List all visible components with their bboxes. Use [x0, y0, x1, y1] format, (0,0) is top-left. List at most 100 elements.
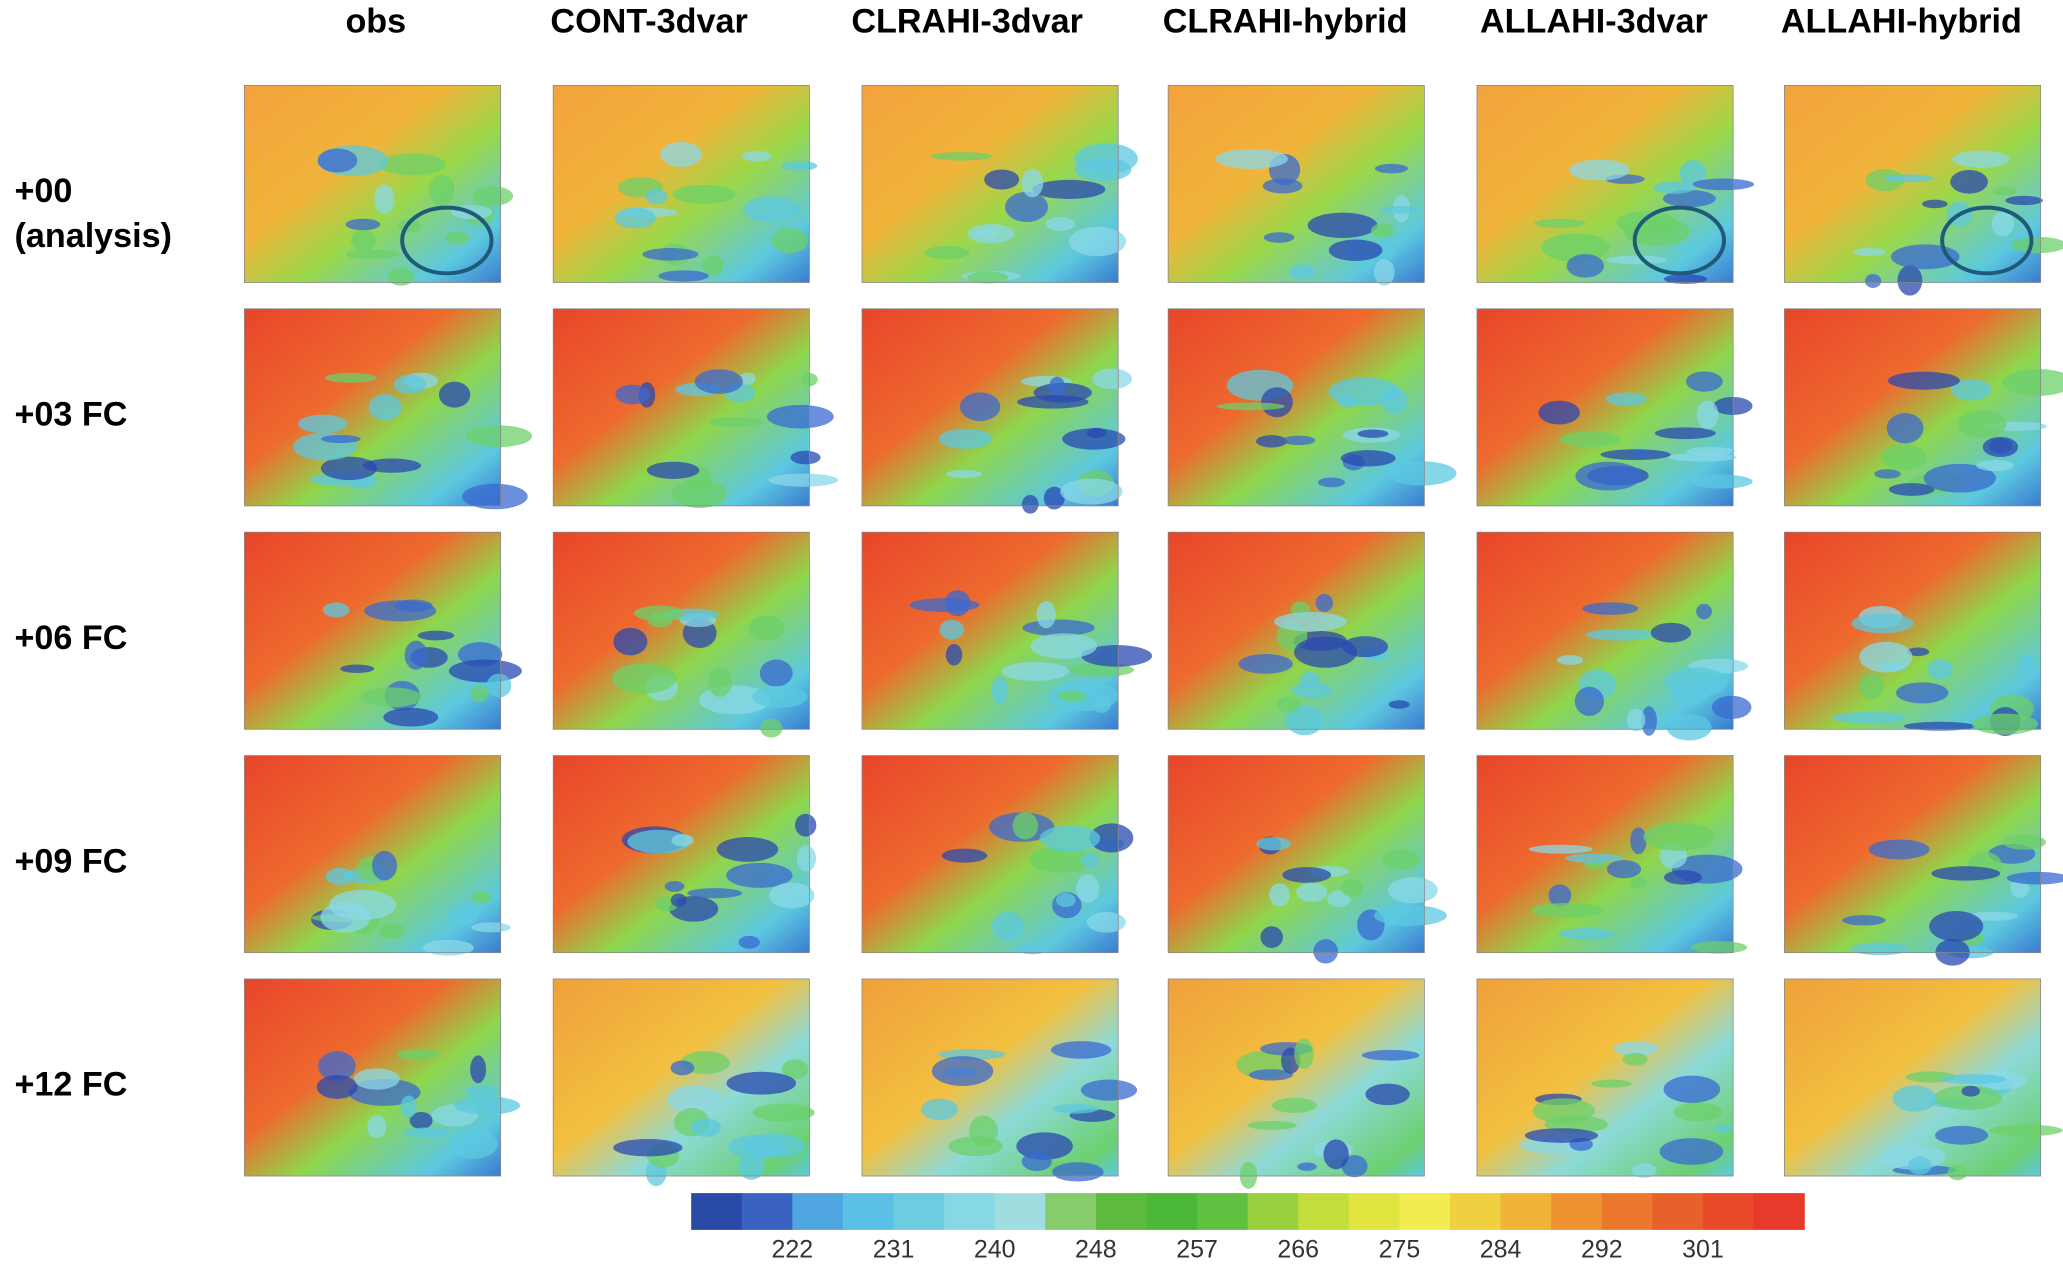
- map-panel: [244, 756, 510, 956]
- cloud: [1388, 461, 1457, 485]
- cloud: [1239, 654, 1293, 674]
- cloud: [454, 1096, 520, 1114]
- cloud: [318, 149, 358, 173]
- cloud: [367, 1115, 386, 1138]
- cloud: [973, 230, 997, 239]
- cloud: [1896, 682, 1948, 703]
- cloud: [760, 719, 782, 738]
- colorbar-swatch: [792, 1193, 843, 1230]
- cloud: [1674, 1102, 1723, 1121]
- cloud: [615, 385, 650, 405]
- cloud: [1357, 430, 1388, 438]
- cloud: [2005, 196, 2043, 205]
- cloud: [1696, 604, 1712, 619]
- cloud: [1686, 371, 1723, 391]
- cloud: [1289, 264, 1316, 279]
- cloud: [1381, 206, 1419, 214]
- cloud: [1950, 170, 1988, 194]
- map-panel: [862, 979, 1137, 1182]
- cloud: [1983, 437, 2018, 457]
- cloud: [418, 631, 455, 641]
- cloud: [320, 902, 370, 933]
- cloud: [743, 196, 799, 222]
- cloud: [942, 849, 987, 863]
- map-panel: [244, 85, 513, 285]
- cloud: [1888, 372, 1960, 390]
- cloud: [945, 590, 971, 616]
- cloud: [1591, 1080, 1632, 1088]
- cloud: [1606, 255, 1667, 264]
- cloud: [1388, 877, 1438, 903]
- cloud: [388, 268, 415, 286]
- colorbar-swatch: [1602, 1193, 1653, 1230]
- cloud: [1058, 691, 1086, 702]
- colorbar-swatch: [1399, 1193, 1450, 1230]
- cloud: [1575, 687, 1604, 716]
- cloud: [1525, 1128, 1598, 1143]
- cloud: [1256, 837, 1291, 850]
- cloud: [1081, 1080, 1137, 1101]
- cloud: [369, 394, 402, 421]
- cloud: [1022, 1152, 1052, 1171]
- cloud: [992, 912, 1024, 941]
- cloud: [1567, 254, 1604, 278]
- cloud: [695, 369, 743, 394]
- cloud: [1092, 368, 1132, 389]
- cloud: [1062, 428, 1125, 449]
- map-panel: [553, 756, 816, 953]
- row-label: +03 FC: [14, 396, 127, 434]
- cloud: [613, 628, 647, 655]
- cloud: [1670, 682, 1708, 706]
- cloud: [1216, 149, 1288, 169]
- cloud: [379, 923, 405, 939]
- cloud: [1691, 941, 1747, 954]
- colorbar-tick-label: 284: [1480, 1236, 1522, 1264]
- cloud: [1371, 223, 1395, 237]
- cloud: [727, 1072, 797, 1095]
- colorbar-swatch: [1754, 1193, 1805, 1230]
- cloud: [345, 250, 399, 260]
- column-header: CLRAHI-3dvar: [851, 3, 1083, 41]
- map-panel: [553, 532, 809, 737]
- cloud: [466, 1085, 496, 1099]
- cloud: [1056, 893, 1076, 907]
- map-panel: [862, 309, 1132, 514]
- cloud: [346, 219, 381, 231]
- colorbar-tick-label: 266: [1277, 1236, 1319, 1264]
- cloud: [1342, 636, 1388, 657]
- cloud: [1557, 655, 1583, 665]
- cloud: [925, 246, 969, 260]
- cloud: [1002, 662, 1069, 681]
- cloud: [2018, 654, 2034, 681]
- colorbar-swatch: [1197, 1193, 1248, 1230]
- colorbar-swatch: [742, 1193, 793, 1230]
- cloud: [1069, 227, 1127, 257]
- cloud: [1976, 460, 2014, 471]
- cloud: [1929, 911, 1983, 942]
- cloud: [1881, 444, 1927, 470]
- cloud: [1617, 211, 1677, 234]
- cloud: [1832, 712, 1905, 724]
- cloud: [1256, 435, 1287, 447]
- cloud: [717, 837, 778, 862]
- cloud: [1382, 388, 1408, 414]
- row-label: +06 FC: [14, 619, 127, 657]
- row-label: +12 FC: [14, 1066, 127, 1104]
- cloud: [394, 600, 432, 612]
- colorbar-swatch: [1045, 1193, 1096, 1230]
- cloud: [1017, 395, 1088, 408]
- map-panel: [1784, 979, 2062, 1180]
- cloud: [1374, 259, 1395, 286]
- cloud: [671, 894, 687, 907]
- column-header: ALLAHI-hybrid: [1781, 3, 2022, 41]
- map-panel: [862, 756, 1133, 955]
- cloud: [612, 663, 676, 693]
- cloud: [1653, 181, 1695, 194]
- colorbar-swatch: [1248, 1193, 1299, 1230]
- cloud: [449, 660, 522, 683]
- cloud: [1005, 192, 1048, 222]
- cloud: [1375, 164, 1408, 173]
- cloud: [1316, 594, 1333, 612]
- cloud: [1865, 274, 1881, 288]
- cloud: [1565, 854, 1622, 863]
